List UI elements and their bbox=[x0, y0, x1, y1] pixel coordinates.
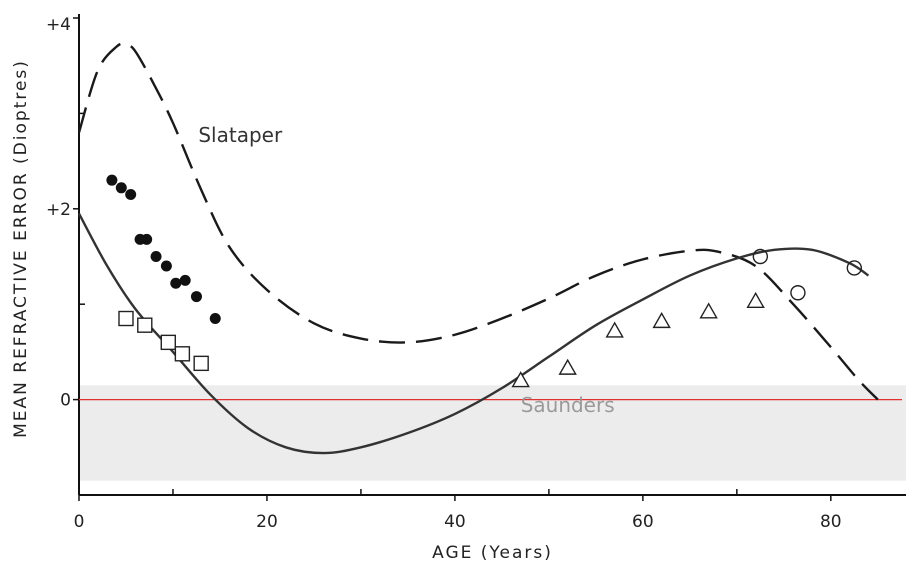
y-tick-label: 0 bbox=[60, 391, 71, 411]
filled-circle-point bbox=[179, 274, 191, 286]
filled-circle-point bbox=[209, 313, 221, 325]
y-tick-label: +2 bbox=[46, 200, 71, 220]
filled-circle-point bbox=[190, 291, 202, 303]
open-triangle-point bbox=[652, 311, 671, 329]
x-tick-label: 40 bbox=[444, 512, 466, 532]
filled-circle-point bbox=[125, 188, 137, 200]
open-square-point bbox=[118, 310, 134, 327]
saunders-curve-label: Saunders bbox=[521, 393, 615, 417]
slataper-curve-label: Slataper bbox=[198, 123, 283, 147]
x-axis-title: AGE (Years) bbox=[432, 543, 553, 563]
x-tick-label: 0 bbox=[74, 512, 85, 532]
x-tick-label: 60 bbox=[632, 512, 654, 532]
filled-circle-point bbox=[160, 260, 172, 272]
open-square-point bbox=[174, 346, 191, 362]
filled-circle-point bbox=[150, 251, 162, 262]
filled-circle-point bbox=[115, 182, 127, 194]
x-tick-label: 20 bbox=[256, 512, 278, 532]
markers-layer bbox=[106, 174, 863, 388]
open-triangle-point bbox=[605, 321, 624, 338]
open-circle-point bbox=[752, 248, 769, 265]
open-square-point bbox=[160, 334, 176, 351]
y-axis-title: MEAN REFRACTIVE ERROR (Dioptres) bbox=[11, 59, 31, 438]
filled-circle-point bbox=[141, 233, 153, 245]
filled-circle-point bbox=[170, 277, 182, 289]
x-tick-label: 80 bbox=[820, 512, 842, 532]
curves-layer bbox=[77, 42, 879, 455]
open-square-point bbox=[137, 317, 153, 333]
open-triangle-point bbox=[699, 302, 718, 319]
open-circle-point bbox=[846, 260, 863, 276]
y-tick-label: +4 bbox=[46, 15, 71, 35]
open-square-point bbox=[193, 355, 209, 372]
filled-circle-point bbox=[106, 174, 118, 186]
saunders-curve bbox=[77, 213, 870, 455]
axes-layer: 0 20 40 60 80 0 +2 +4 bbox=[46, 14, 906, 532]
labels-layer: AGE (Years) MEAN REFRACTIVE ERROR (Diopt… bbox=[11, 59, 615, 563]
slataper-curve bbox=[77, 42, 879, 401]
open-triangle-point bbox=[511, 371, 530, 388]
open-triangle-point bbox=[746, 291, 765, 309]
open-triangle-point bbox=[558, 358, 577, 375]
open-circle-point bbox=[790, 285, 806, 301]
